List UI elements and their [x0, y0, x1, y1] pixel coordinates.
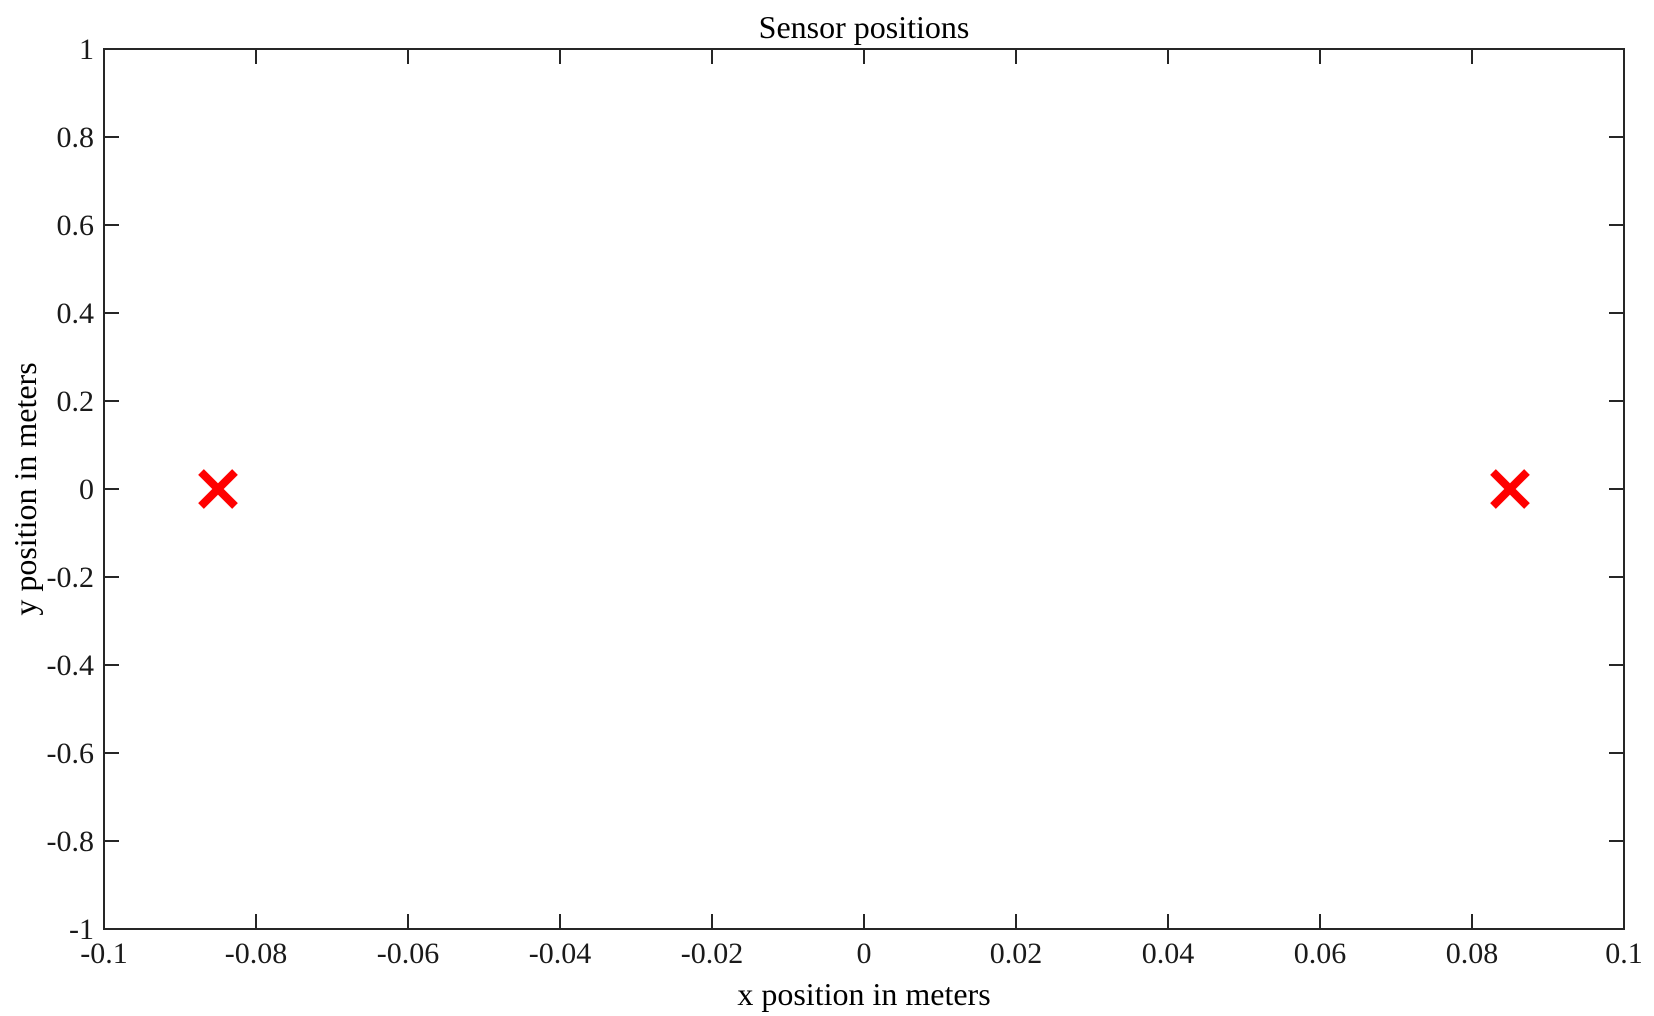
- y-tick-label: 1: [79, 33, 94, 66]
- axis-ticks: -0.1 -0.08 -0.06 -0.04 -0.02 0 0.02 0.04 0.06 0.0…: [47, 33, 1643, 970]
- y-tick-label: 0: [79, 473, 94, 506]
- data-marks: [198, 469, 1530, 509]
- x-tick-label: 0.02: [990, 937, 1043, 970]
- y-tick-label: -0.4: [47, 649, 95, 682]
- x-tick-label: 0.04: [1142, 937, 1195, 970]
- sensor-marker: [1490, 469, 1530, 509]
- x-tick-label: -0.1: [80, 937, 128, 970]
- x-tick-label: -0.08: [225, 937, 288, 970]
- x-tick-label: -0.04: [529, 937, 592, 970]
- x-tick-label: -0.02: [681, 937, 744, 970]
- plot-area: [103, 48, 1625, 930]
- x-tick-label: 0.06: [1294, 937, 1347, 970]
- y-tick-label: 0.6: [57, 209, 95, 242]
- chart-title: Sensor positions: [759, 9, 970, 45]
- y-tick-label: 0.8: [57, 121, 95, 154]
- sensor-marker: [198, 469, 238, 509]
- y-tick-label: -0.8: [47, 825, 95, 858]
- x-tick-label: 0: [857, 937, 872, 970]
- y-tick-label: -0.2: [47, 561, 95, 594]
- sensor-marker-stroke: [1490, 469, 1530, 509]
- y-tick-label: 0.2: [57, 385, 95, 418]
- sensor-marker-stroke: [198, 469, 238, 509]
- x-tick-label: 0.08: [1446, 937, 1499, 970]
- x-tick-label: -0.06: [377, 937, 440, 970]
- x-tick-label: 0.1: [1605, 937, 1643, 970]
- x-axis-label: x position in meters: [737, 976, 990, 1012]
- y-axis-label: y position in meters: [7, 362, 43, 615]
- y-tick-label: 0.4: [57, 297, 95, 330]
- y-tick-label: -0.6: [47, 737, 95, 770]
- y-tick-label: -1: [69, 913, 94, 946]
